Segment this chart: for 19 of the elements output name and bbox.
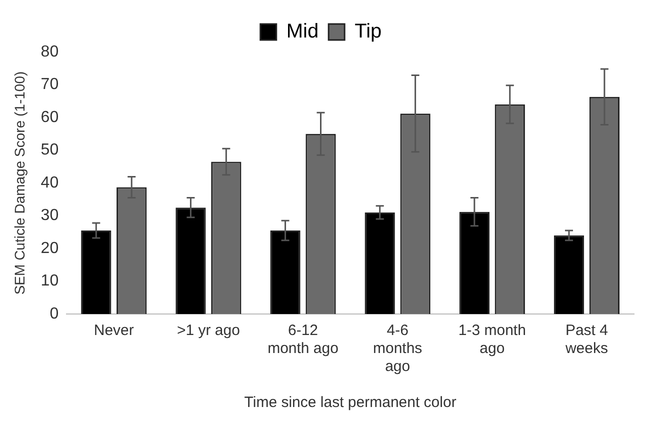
y-tick-label: 70 (40, 76, 59, 94)
y-tick-label: 60 (40, 108, 59, 126)
x-axis-title: Time since last permanent color (244, 394, 456, 412)
y-tick-label: 30 (40, 207, 59, 224)
x-tick-label: Past 4 weeks (564, 322, 608, 358)
x-tick-label: 1-3 month ago (458, 322, 526, 358)
legend-label: Mid (286, 20, 319, 43)
y-tick-label: 10 (40, 272, 59, 290)
y-axis-title: SEM Cuticle Damage Score (1-100) (11, 71, 28, 295)
x-tick-label: 6-12 month ago (268, 322, 338, 358)
y-tick-label: 80 (40, 43, 59, 60)
x-tick-label: Never (94, 322, 134, 340)
legend-label: Tip (354, 20, 382, 43)
y-tick-label: 40 (40, 174, 59, 192)
y-tick-label: 20 (40, 240, 59, 257)
x-tick-label: 4-6 months ago (372, 322, 422, 376)
y-tick-label: 0 (50, 305, 59, 322)
y-tick-label: 50 (40, 142, 59, 159)
x-tick-label: >1 yr ago (176, 322, 240, 340)
